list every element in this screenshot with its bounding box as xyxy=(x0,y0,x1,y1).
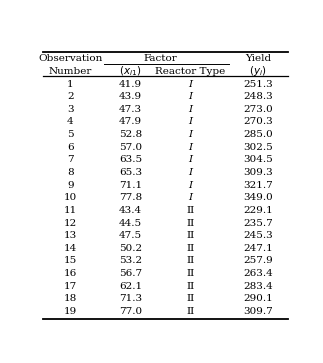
Text: 14: 14 xyxy=(64,244,77,253)
Text: II: II xyxy=(186,244,195,253)
Text: II: II xyxy=(186,256,195,265)
Text: II: II xyxy=(186,219,195,228)
Text: II: II xyxy=(186,307,195,316)
Text: 50.2: 50.2 xyxy=(119,244,142,253)
Text: 53.2: 53.2 xyxy=(119,256,142,265)
Text: 62.1: 62.1 xyxy=(119,282,142,291)
Text: I: I xyxy=(189,92,193,101)
Text: 15: 15 xyxy=(64,256,77,265)
Text: 304.5: 304.5 xyxy=(243,155,273,164)
Text: I: I xyxy=(189,130,193,139)
Text: Yield: Yield xyxy=(245,54,271,63)
Text: 302.5: 302.5 xyxy=(243,143,273,152)
Text: Number: Number xyxy=(49,67,92,76)
Text: 19: 19 xyxy=(64,307,77,316)
Text: 44.5: 44.5 xyxy=(119,219,142,228)
Text: I: I xyxy=(189,118,193,126)
Text: I: I xyxy=(189,168,193,177)
Text: 7: 7 xyxy=(67,155,74,164)
Text: 5: 5 xyxy=(67,130,74,139)
Text: II: II xyxy=(186,269,195,278)
Text: 1: 1 xyxy=(67,79,74,89)
Text: 251.3: 251.3 xyxy=(243,79,273,89)
Text: 52.8: 52.8 xyxy=(119,130,142,139)
Text: I: I xyxy=(189,155,193,164)
Text: 245.3: 245.3 xyxy=(243,231,273,240)
Text: I: I xyxy=(189,79,193,89)
Text: II: II xyxy=(186,206,195,215)
Text: 77.0: 77.0 xyxy=(119,307,142,316)
Text: 71.3: 71.3 xyxy=(119,294,142,303)
Text: 6: 6 xyxy=(67,143,74,152)
Text: 18: 18 xyxy=(64,294,77,303)
Text: 247.1: 247.1 xyxy=(243,244,273,253)
Text: 290.1: 290.1 xyxy=(243,294,273,303)
Text: $(x_{i1})$: $(x_{i1})$ xyxy=(120,65,141,78)
Text: 47.5: 47.5 xyxy=(119,231,142,240)
Text: 41.9: 41.9 xyxy=(119,79,142,89)
Text: 63.5: 63.5 xyxy=(119,155,142,164)
Text: 77.8: 77.8 xyxy=(119,193,142,202)
Text: Observation: Observation xyxy=(38,54,103,63)
Text: 13: 13 xyxy=(64,231,77,240)
Text: 9: 9 xyxy=(67,181,74,189)
Text: Factor: Factor xyxy=(144,54,177,63)
Text: Reactor Type: Reactor Type xyxy=(155,67,226,76)
Text: 56.7: 56.7 xyxy=(119,269,142,278)
Text: 309.7: 309.7 xyxy=(243,307,273,316)
Text: 2: 2 xyxy=(67,92,74,101)
Text: 270.3: 270.3 xyxy=(243,118,273,126)
Text: 8: 8 xyxy=(67,168,74,177)
Text: II: II xyxy=(186,282,195,291)
Text: $(y_i)$: $(y_i)$ xyxy=(249,64,267,78)
Text: II: II xyxy=(186,231,195,240)
Text: 57.0: 57.0 xyxy=(119,143,142,152)
Text: 10: 10 xyxy=(64,193,77,202)
Text: I: I xyxy=(189,193,193,202)
Text: I: I xyxy=(189,143,193,152)
Text: 17: 17 xyxy=(64,282,77,291)
Text: 349.0: 349.0 xyxy=(243,193,273,202)
Text: 235.7: 235.7 xyxy=(243,219,273,228)
Text: 229.1: 229.1 xyxy=(243,206,273,215)
Text: 273.0: 273.0 xyxy=(243,105,273,114)
Text: 43.9: 43.9 xyxy=(119,92,142,101)
Text: 257.9: 257.9 xyxy=(243,256,273,265)
Text: 47.9: 47.9 xyxy=(119,118,142,126)
Text: I: I xyxy=(189,181,193,189)
Text: 285.0: 285.0 xyxy=(243,130,273,139)
Text: 12: 12 xyxy=(64,219,77,228)
Text: 283.4: 283.4 xyxy=(243,282,273,291)
Text: 4: 4 xyxy=(67,118,74,126)
Text: 71.1: 71.1 xyxy=(119,181,142,189)
Text: I: I xyxy=(189,105,193,114)
Text: 3: 3 xyxy=(67,105,74,114)
Text: 263.4: 263.4 xyxy=(243,269,273,278)
Text: 248.3: 248.3 xyxy=(243,92,273,101)
Text: 43.4: 43.4 xyxy=(119,206,142,215)
Text: 47.3: 47.3 xyxy=(119,105,142,114)
Text: 11: 11 xyxy=(64,206,77,215)
Text: 65.3: 65.3 xyxy=(119,168,142,177)
Text: 309.3: 309.3 xyxy=(243,168,273,177)
Text: 321.7: 321.7 xyxy=(243,181,273,189)
Text: II: II xyxy=(186,294,195,303)
Text: 16: 16 xyxy=(64,269,77,278)
